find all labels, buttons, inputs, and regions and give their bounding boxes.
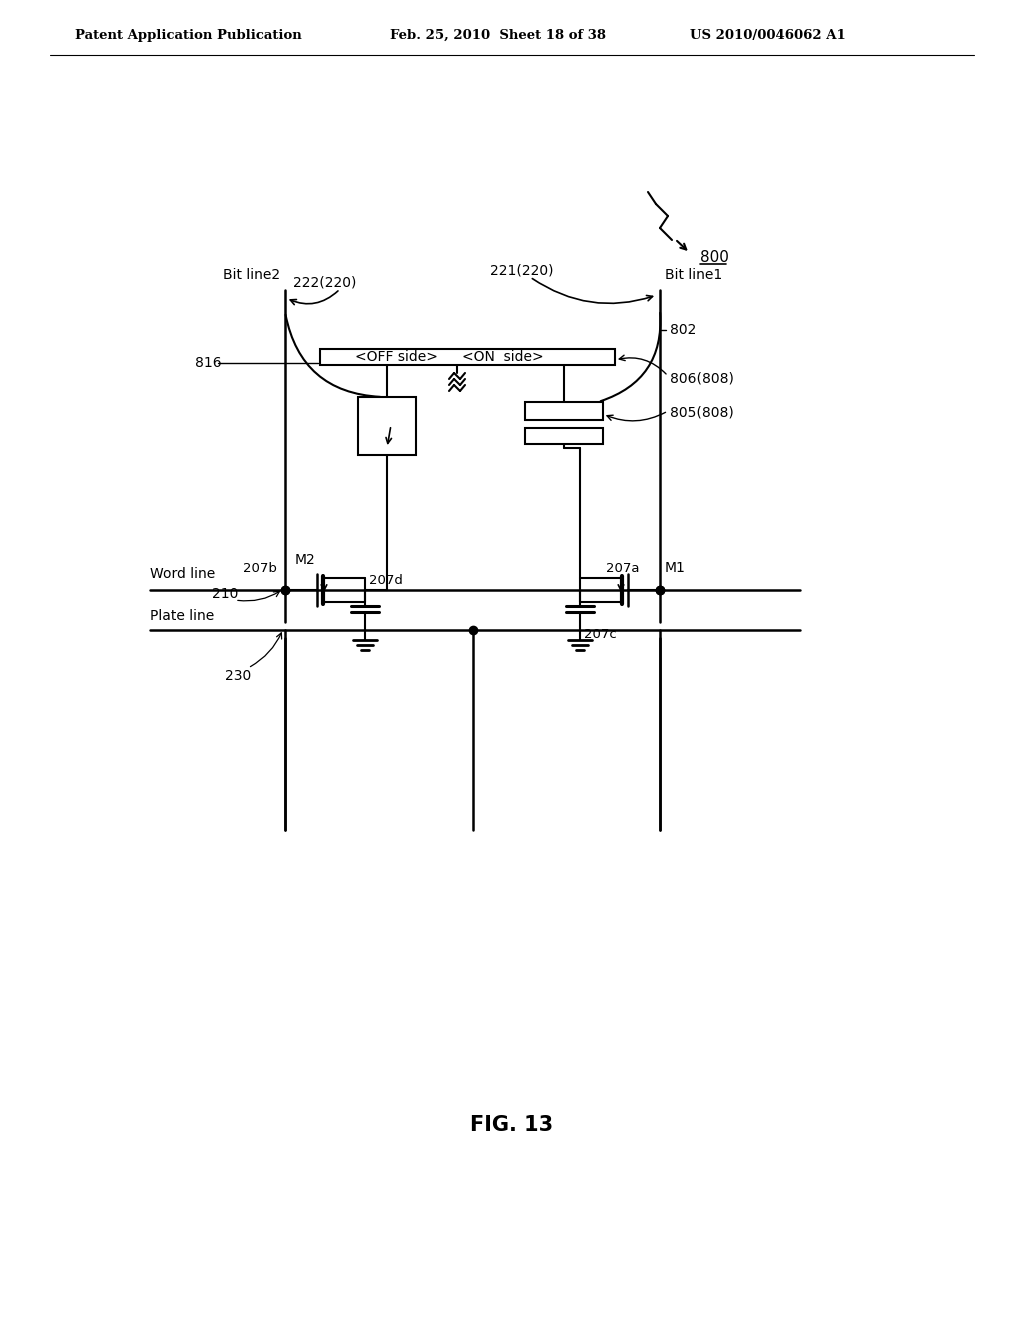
Bar	[358, 397, 416, 455]
Text: US 2010/0046062 A1: US 2010/0046062 A1	[690, 29, 846, 41]
Text: 207a: 207a	[606, 561, 640, 574]
Text: 802: 802	[670, 323, 696, 337]
Text: Feb. 25, 2010  Sheet 18 of 38: Feb. 25, 2010 Sheet 18 of 38	[390, 29, 606, 41]
Bar	[319, 348, 615, 366]
Text: 806(808): 806(808)	[670, 371, 734, 385]
Text: 805(808): 805(808)	[670, 407, 734, 420]
Text: Plate line: Plate line	[150, 609, 214, 623]
Text: 210: 210	[212, 587, 239, 601]
Text: Bit line2: Bit line2	[223, 268, 280, 282]
Text: 800: 800	[700, 251, 729, 265]
Text: <ON  side>: <ON side>	[462, 350, 544, 364]
Text: 816: 816	[195, 356, 221, 370]
Text: M1: M1	[665, 561, 686, 576]
Text: 207c: 207c	[584, 628, 616, 642]
Text: 207b: 207b	[243, 561, 276, 574]
Text: 207d: 207d	[369, 573, 402, 586]
Text: Word line: Word line	[150, 568, 215, 581]
Text: Bit line1: Bit line1	[665, 268, 722, 282]
Text: M2: M2	[295, 553, 315, 568]
Text: 221(220): 221(220)	[490, 263, 554, 277]
Text: <OFF side>: <OFF side>	[355, 350, 438, 364]
Text: Patent Application Publication: Patent Application Publication	[75, 29, 302, 41]
Bar	[525, 403, 603, 420]
Text: 222(220): 222(220)	[293, 275, 356, 289]
Text: 230: 230	[225, 669, 251, 682]
Text: FIG. 13: FIG. 13	[470, 1115, 554, 1135]
Bar	[525, 428, 603, 444]
